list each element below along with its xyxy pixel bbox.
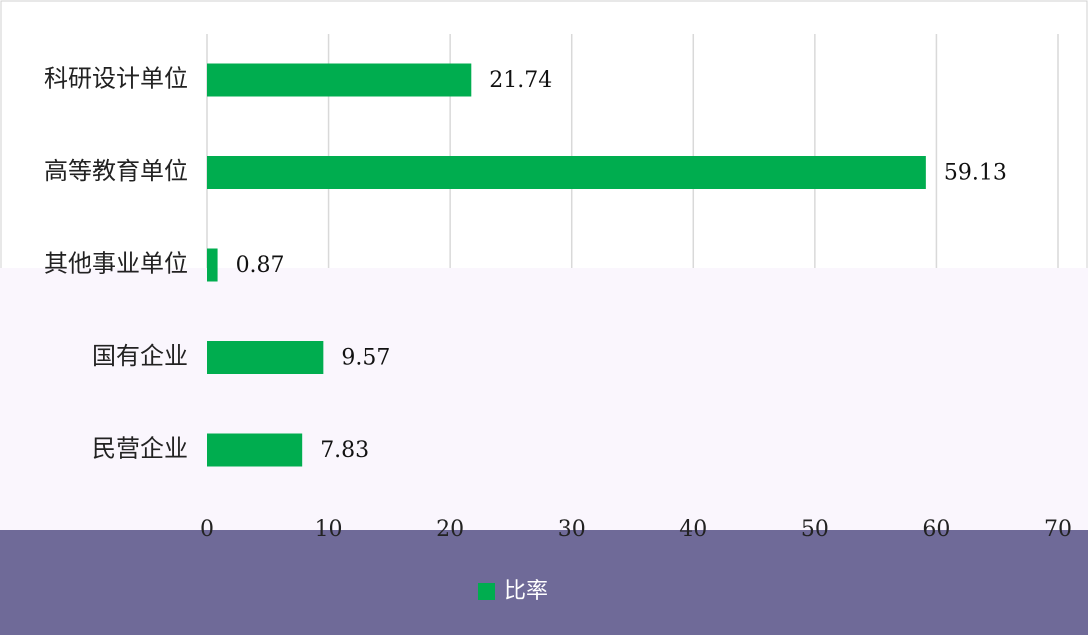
value-label: 59.13: [944, 161, 1007, 186]
legend-label: 比率: [504, 579, 548, 604]
bar: [207, 341, 324, 374]
x-tick-label: 60: [922, 517, 950, 542]
bar: [207, 156, 926, 189]
bar: [207, 248, 218, 282]
value-label: 0.87: [236, 253, 285, 278]
bar: [207, 433, 303, 467]
value-label: 9.57: [341, 346, 390, 371]
category-label: 科研设计单位: [44, 65, 188, 93]
x-tick-label: 30: [558, 517, 586, 542]
category-label: 民营企业: [92, 435, 188, 463]
category-label: 高等教育单位: [44, 157, 188, 185]
legend-swatch: [478, 583, 495, 600]
x-tick-label: 40: [679, 517, 707, 542]
x-tick-label: 0: [200, 517, 214, 542]
category-label: 其他事业单位: [44, 250, 188, 278]
overlay-panel: [0, 268, 1088, 530]
legend: 比率: [478, 579, 548, 604]
bar-layer: 科研设计单位 21.74 高等教育单位 59.13 其他事业单位 0.87 国有企业 9.57…: [44, 63, 1007, 467]
x-tick-label: 10: [315, 517, 343, 542]
value-label: 7.83: [320, 438, 369, 463]
bar: [207, 63, 472, 97]
x-tick-label: 20: [436, 517, 464, 542]
x-tick-label: 70: [1044, 517, 1072, 542]
category-label: 国有企业: [92, 342, 188, 370]
bottom-band: [0, 530, 1088, 635]
x-tick-label: 50: [801, 517, 829, 542]
value-label: 21.74: [489, 68, 552, 93]
tick-layer: 0 10 20 30 40 50 60 70: [200, 517, 1072, 542]
